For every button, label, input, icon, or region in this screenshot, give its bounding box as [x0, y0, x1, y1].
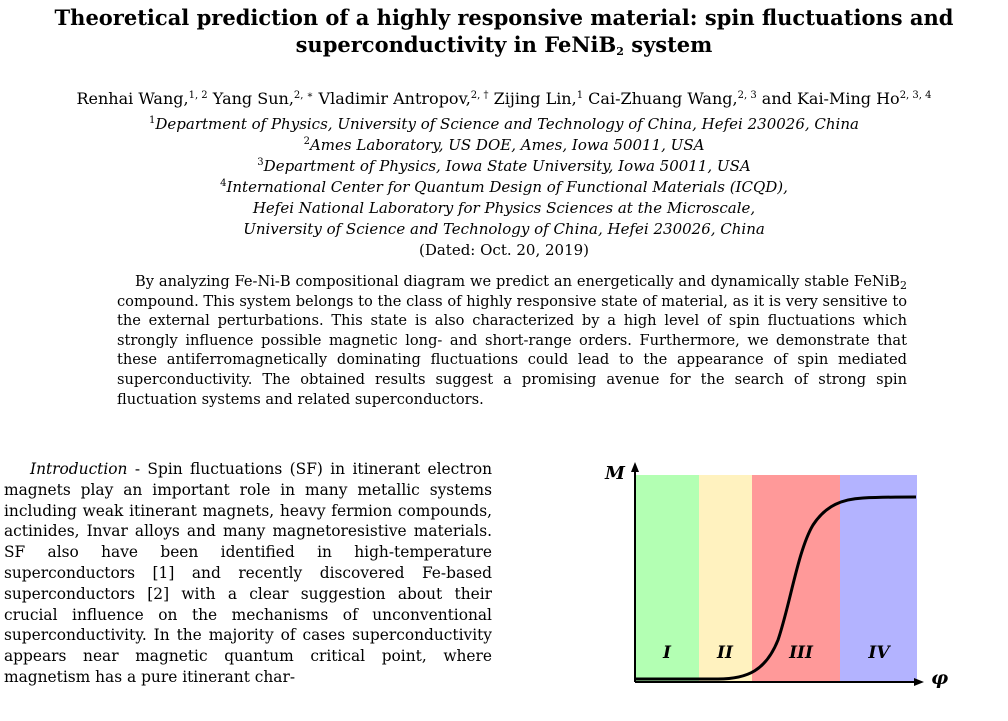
magnetization-curve: [635, 495, 917, 681]
affiliation-line: University of Science and Technology of …: [0, 219, 1008, 240]
affiliation-text: University of Science and Technology of …: [243, 220, 765, 238]
paper-title: Theoretical prediction of a highly respo…: [0, 4, 1008, 58]
title-line-2-text: superconductivity in FeNiB: [295, 32, 617, 57]
region-label-iii: III: [788, 643, 814, 663]
author: Cai-Zhuang Wang,: [583, 89, 738, 108]
author-affil-mark: 1, 2: [188, 90, 208, 101]
abstract: By analyzing Fe-Ni-B compositional diagr…: [117, 272, 907, 409]
affiliation-mark: 1: [149, 115, 156, 126]
introduction-text: - Spin fluctuations (SF) in itinerant el…: [4, 460, 492, 686]
region-iv-band: [840, 475, 917, 682]
dated-line: (Dated: Oct. 20, 2019): [418, 241, 590, 259]
author: Zijing Lin,: [488, 89, 577, 108]
author-affil-mark: 2, ∗: [293, 90, 314, 101]
title-line-1: Theoretical prediction of a highly respo…: [54, 5, 954, 30]
x-axis-arrow: [914, 678, 924, 686]
title-line-2-end: system: [623, 32, 713, 57]
author-affil-mark: 1: [576, 90, 584, 101]
affiliation-mark: 4: [220, 178, 227, 189]
affiliations: 1Department of Physics, University of Sc…: [0, 114, 1008, 261]
affiliation-mark: 3: [257, 157, 264, 168]
introduction-paragraph: Introduction - Spin fluctuations (SF) in…: [4, 459, 492, 688]
section-heading: Introduction: [30, 460, 128, 478]
affiliation-text: Ames Laboratory, US DOE, Ames, Iowa 5001…: [309, 136, 705, 154]
affiliation-text: Hefei National Laboratory for Physics Sc…: [252, 199, 756, 217]
affiliation-text: Department of Physics, University of Sci…: [155, 115, 859, 133]
abstract-subscript: 2: [900, 279, 907, 292]
region-i-band: [635, 475, 699, 682]
region-ii-band: [699, 475, 752, 682]
region-label-iv: IV: [867, 643, 891, 663]
affiliation-line: 2Ames Laboratory, US DOE, Ames, Iowa 500…: [0, 135, 1008, 156]
abstract-text-cont: compound. This system belongs to the cla…: [117, 292, 907, 408]
author-affil-mark: 2, †: [470, 90, 489, 101]
affiliation-text: Department of Physics, Iowa State Univer…: [263, 157, 751, 175]
affiliation-line: Hefei National Laboratory for Physics Sc…: [0, 198, 1008, 219]
affiliation-line: 3Department of Physics, Iowa State Unive…: [0, 156, 1008, 177]
affiliation-line: 1Department of Physics, University of Sc…: [0, 114, 1008, 135]
author: Yang Sun,: [207, 89, 294, 108]
affiliation-mark: 2: [303, 136, 310, 147]
y-axis-label: M: [604, 463, 626, 484]
region-label-i: I: [662, 643, 672, 663]
phase-diagram-svg: M φ I II III IV: [604, 462, 948, 689]
author: Renhai Wang,: [76, 89, 189, 108]
x-axis-label: φ: [931, 667, 948, 689]
phase-diagram-figure: M φ I II III IV: [598, 455, 1008, 695]
author-affil-mark: 2, 3, 4: [899, 90, 932, 101]
author: and Kai-Ming Ho: [756, 89, 900, 108]
affiliation-text: International Center for Quantum Design …: [226, 178, 788, 196]
y-axis-arrow: [631, 462, 639, 472]
title-line-2: superconductivity in FeNiB2 system: [0, 31, 1008, 58]
title-subscript: 2: [616, 45, 624, 58]
author: Vladimir Antropov,: [313, 89, 471, 108]
affiliation-line: 4International Center for Quantum Design…: [0, 177, 1008, 198]
author-affil-mark: 2, 3: [737, 90, 757, 101]
region-label-ii: II: [716, 643, 734, 663]
author-list: Renhai Wang,1, 2 Yang Sun,2, ∗ Vladimir …: [0, 89, 1008, 109]
abstract-text: By analyzing Fe-Ni-B compositional diagr…: [135, 273, 900, 290]
